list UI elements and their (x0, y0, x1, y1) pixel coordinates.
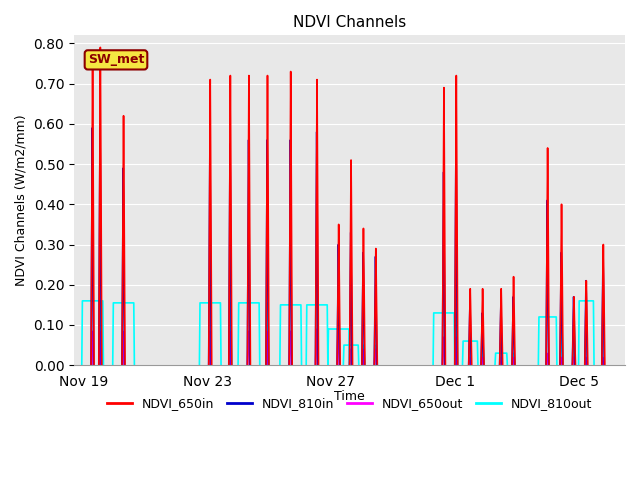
X-axis label: Time: Time (334, 390, 365, 403)
Y-axis label: NDVI Channels (W/m2/mm): NDVI Channels (W/m2/mm) (15, 114, 28, 286)
Legend: NDVI_650in, NDVI_810in, NDVI_650out, NDVI_810out: NDVI_650in, NDVI_810in, NDVI_650out, NDV… (102, 392, 597, 415)
Text: SW_met: SW_met (88, 53, 144, 66)
Title: NDVI Channels: NDVI Channels (293, 15, 406, 30)
